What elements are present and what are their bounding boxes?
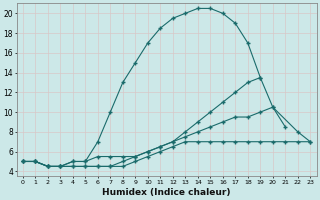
X-axis label: Humidex (Indice chaleur): Humidex (Indice chaleur)	[102, 188, 231, 197]
